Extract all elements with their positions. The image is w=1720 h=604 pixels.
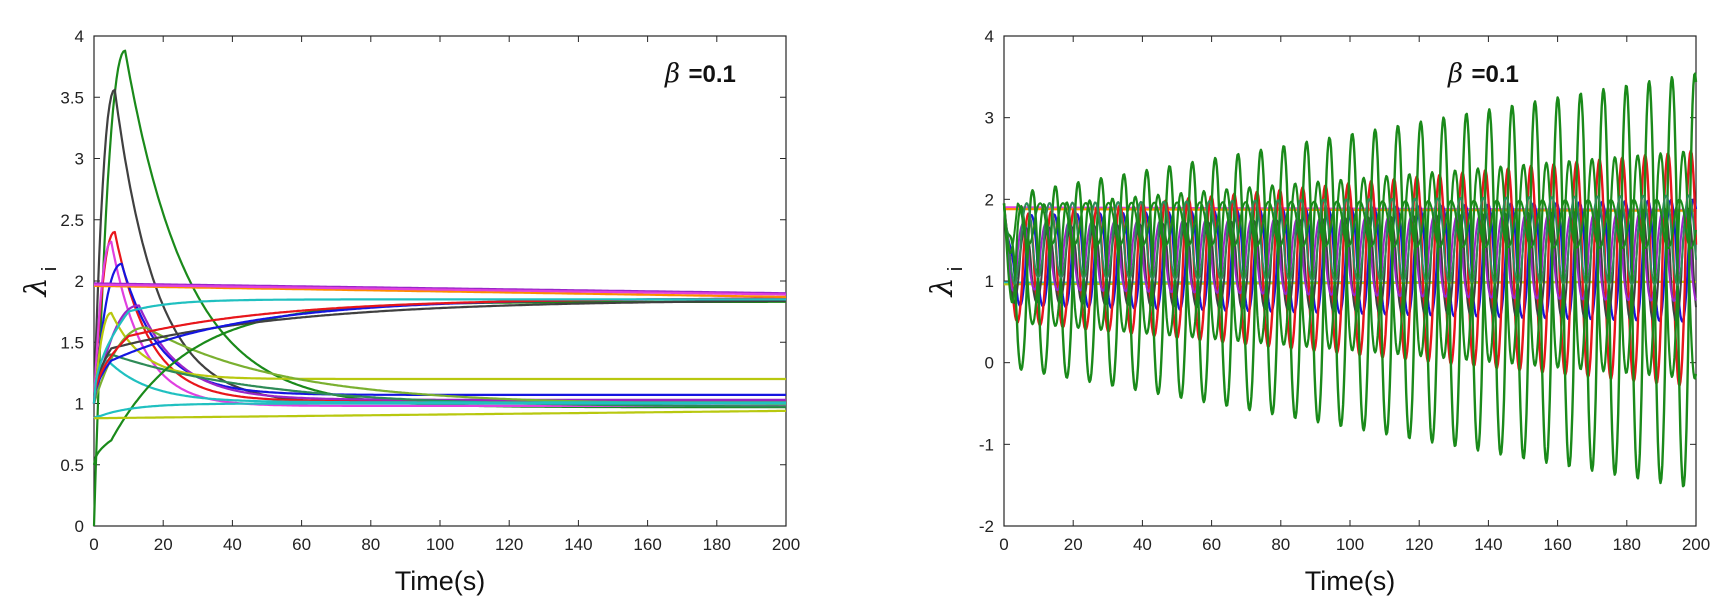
y-tick-label: 1 [75,395,84,414]
series-line-17 [93,282,787,295]
x-tick-label: 0 [89,535,98,554]
series-line-16 [94,409,786,420]
series-line-8 [1002,72,1698,488]
y-tick-label: 0.5 [60,456,84,475]
x-tick-label: 120 [1405,535,1433,554]
series-line-9 [1002,150,1698,380]
y-axis-label-sub-right: i [945,267,967,271]
x-tick-label: 120 [495,535,523,554]
x-tick-label: 180 [703,535,731,554]
x-tick-label: 100 [426,535,454,554]
y-tick-label: 1 [985,272,994,291]
y-axis-label-main-right: λ [925,277,960,297]
y-tick-label: 4 [985,27,994,46]
series-line-19 [94,283,786,296]
y-axis-label-left: λ i [19,267,61,298]
y-axis-label-main-left: λ [19,277,54,297]
x-tick-label: 180 [1613,535,1641,554]
x-tick-label: 40 [223,535,242,554]
ticks-right: 0 20 40 60 80 100 120 140 160 180 200 -2 -1 0 1 2 3 4 [979,27,1710,554]
annotation-right: β =0.1 [1447,59,1519,89]
x-tick-label: 80 [1271,535,1290,554]
y-tick-label: 3 [75,150,84,169]
series-group-right [1002,72,1698,488]
annotation-symbol-left: β [664,59,680,89]
x-axis-label-right: Time(s) [1305,566,1395,596]
x-axis-label-left: Time(s) [395,566,485,596]
annotation-left: β =0.1 [664,59,736,89]
y-tick-label: 1.5 [60,333,84,352]
x-tick-label: 160 [1543,535,1571,554]
series-line-14 [92,298,786,404]
y-tick-label: 3.5 [60,88,84,107]
series-line-8 [92,353,786,408]
y-tick-label: 3 [985,109,994,128]
y-tick-label: 2 [985,190,994,209]
y-tick-label: 4 [75,27,84,46]
series-line-10 [1003,194,1697,286]
ticks-left: 0 20 40 60 80 100 120 140 160 180 200 0 0.5 1 1.5 2 2.5 3… [60,27,800,554]
y-axis-label-sub-left: i [39,267,61,271]
x-tick-label: 40 [1133,535,1152,554]
y-axis-label-right: λ i [925,267,967,298]
x-tick-label: 0 [999,535,1008,554]
y-tick-label: 0 [75,517,84,536]
chart-left: 0 20 40 60 80 100 120 140 160 180 200 0 0.5 1 1.5 2 2.5 3… [19,27,800,596]
series-line-18 [94,284,786,298]
y-tick-label: 0 [985,354,994,373]
series-line-11 [1003,198,1697,255]
x-tick-label: 140 [564,535,592,554]
x-tick-label: 200 [1682,535,1710,554]
x-tick-label: 160 [633,535,661,554]
annotation-symbol-right: β [1447,59,1463,89]
y-tick-label: 2.5 [60,211,84,230]
x-tick-label: 60 [1202,535,1221,554]
annotation-value-right: =0.1 [1471,61,1518,88]
series-line-9 [92,359,786,404]
y-tick-label: -1 [979,435,994,454]
series-line-15 [93,402,786,420]
series-line-6 [92,311,786,404]
x-tick-label: 60 [292,535,311,554]
plot-area-left [93,35,787,527]
chart-right: 0 20 40 60 80 100 120 140 160 180 200 -2 -1 0 1 2 3 4 Tim… [925,27,1710,596]
x-tick-label: 80 [361,535,380,554]
x-tick-label: 140 [1474,535,1502,554]
annotation-value-left: =0.1 [688,61,735,88]
series-group-left [92,49,787,527]
x-tick-label: 20 [1064,535,1083,554]
y-tick-label: 2 [75,272,84,291]
x-tick-label: 200 [772,535,800,554]
x-tick-label: 100 [1336,535,1364,554]
x-tick-label: 20 [154,535,173,554]
y-tick-label: -2 [979,517,994,536]
